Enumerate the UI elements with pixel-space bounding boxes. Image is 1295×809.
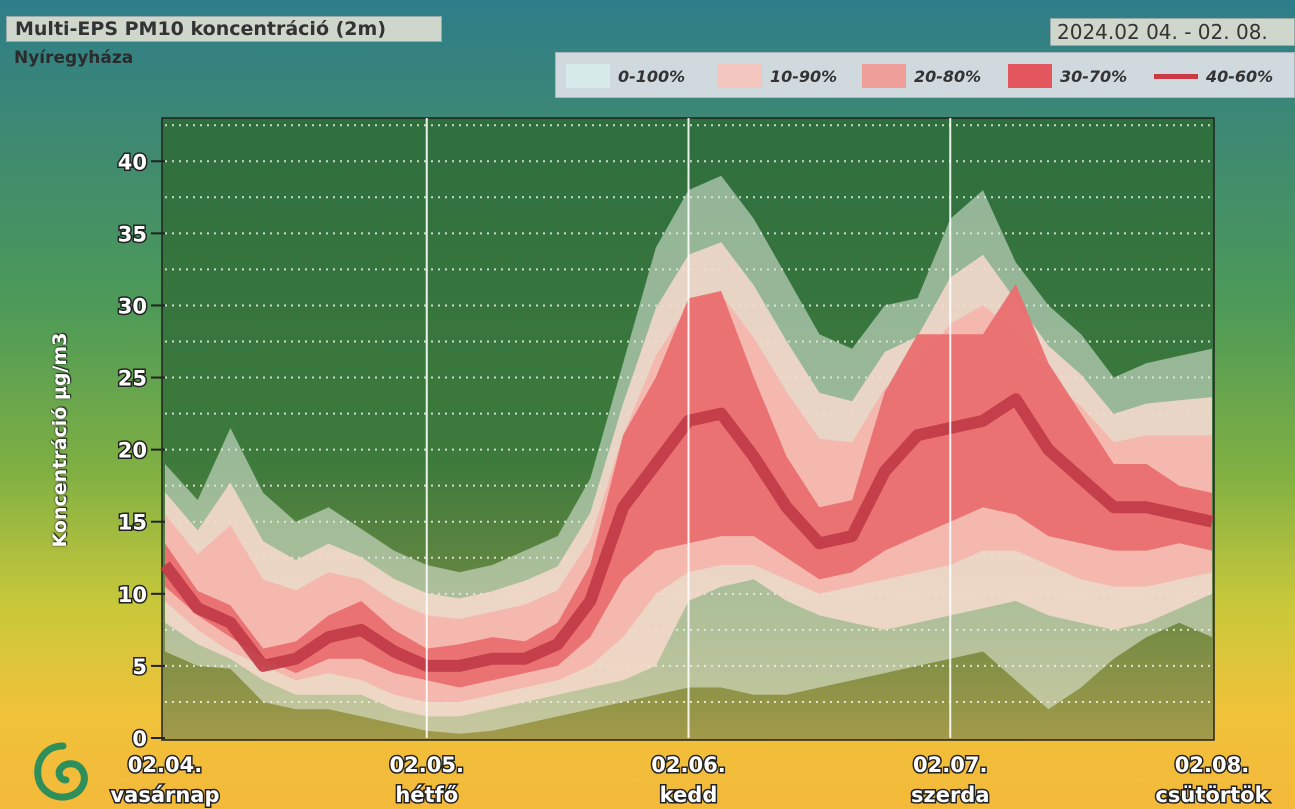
y-tick-label: 15 <box>118 511 147 535</box>
y-tick-label: 0 <box>132 727 147 751</box>
y-tick-label: 10 <box>118 583 147 607</box>
legend-label-30-70: 30-70% <box>1060 66 1128 86</box>
x-tick-day: vasárnap <box>110 783 219 807</box>
legend-item-0-100: 0-100% <box>566 53 685 99</box>
legend-item-20-80: 20-80% <box>862 53 981 99</box>
x-tick-date: 02.08. <box>1175 753 1249 777</box>
y-tick-label: 25 <box>118 367 147 391</box>
y-tick-label: 35 <box>118 222 147 246</box>
legend-item-10-90: 10-90% <box>718 53 837 99</box>
legend-swatch-0-100 <box>566 64 610 88</box>
legend-item-40-60: 40-60% <box>1154 53 1273 99</box>
legend-label-40-60: 40-60% <box>1206 66 1274 86</box>
legend-label-0-100: 0-100% <box>618 66 686 86</box>
y-ticks: 0 5 10 15 20 25 30 35 40 <box>116 149 165 753</box>
legend-label-20-80: 20-80% <box>914 66 982 86</box>
legend-swatch-20-80 <box>862 64 906 88</box>
legend: 0-100% 10-90% 20-80% 30-70% 40-60% <box>555 52 1295 98</box>
legend-swatch-40-60 <box>1154 73 1198 79</box>
x-tick-date: 02.06. <box>651 753 725 777</box>
location-label: Nyíregyháza <box>14 48 134 68</box>
day-lines <box>425 118 952 738</box>
chart-title: Multi-EPS PM10 koncentráció (2m) <box>15 18 387 40</box>
x-tick-date: 02.05. <box>390 753 464 777</box>
logo-icon <box>34 742 88 801</box>
x-tick-day: kedd <box>660 783 718 807</box>
y-tick-label: 5 <box>132 655 147 679</box>
x-tick-day: hétfő <box>395 783 458 807</box>
x-tick-date: 02.04. <box>128 753 202 777</box>
legend-label-10-90: 10-90% <box>770 66 838 86</box>
x-ticks: 02.04. vasárnap 02.05. hétfő 02.06. kedd 02.07… <box>109 752 1271 809</box>
y-tick-label: 40 <box>118 150 147 174</box>
legend-swatch-10-90 <box>718 64 762 88</box>
y-tick-label: 20 <box>118 439 147 463</box>
date-range: 2024.02 04. - 02. 08. <box>1057 20 1268 44</box>
x-tick-date: 02.07. <box>913 753 987 777</box>
chart-title-box: Multi-EPS PM10 koncentráció (2m) <box>6 16 442 42</box>
legend-item-30-70: 30-70% <box>1008 53 1127 99</box>
y-tick-label: 30 <box>118 294 147 318</box>
legend-swatch-30-70 <box>1008 64 1052 88</box>
x-tick-day: csütörtök <box>1155 783 1269 807</box>
x-tick-day: szerda <box>911 783 990 807</box>
